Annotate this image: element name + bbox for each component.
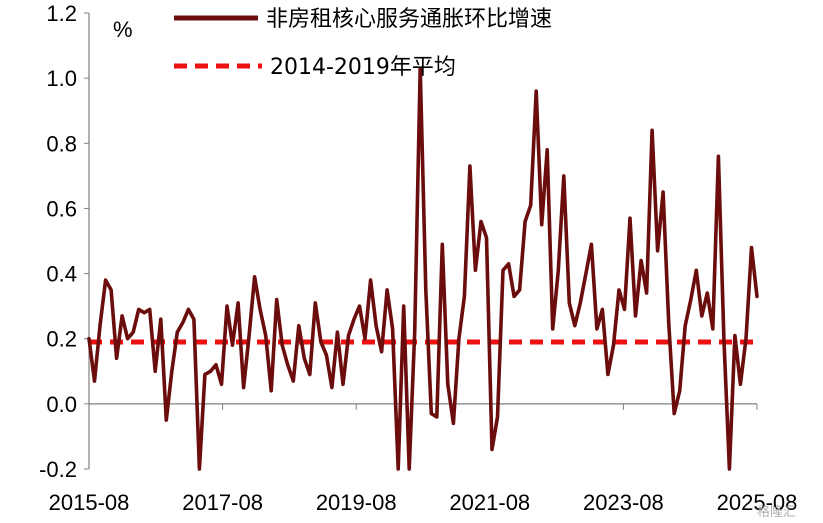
y-tick-label: -0.2 <box>39 457 77 482</box>
series-core-services-line <box>87 66 759 471</box>
y-tick-label: 0.2 <box>46 327 77 352</box>
y-tick-label: 0.4 <box>46 262 77 287</box>
y-axis: 1.2 1.0 0.8 0.6 0.4 0.2 0.0 -0.2 <box>39 1 90 482</box>
y-tick-label: 1.2 <box>46 1 77 26</box>
unit-label: % <box>113 17 133 42</box>
legend: 非房租核心服务通胀环比增速 2014-2019年平均 <box>174 7 552 80</box>
x-tick-label: 2015-08 <box>49 490 130 515</box>
x-tick-label: 2023-08 <box>583 490 664 515</box>
legend-label-core-services: 非房租核心服务通胀环比增速 <box>266 7 552 32</box>
x-tick-label: 2019-08 <box>316 490 397 515</box>
y-tick-label: 0.0 <box>46 392 77 417</box>
x-tick-label: 2021-08 <box>449 490 530 515</box>
x-axis: 2015-08 2017-08 2019-08 2021-08 2023-08 2025-… <box>49 403 798 515</box>
x-tick-label: 2017-08 <box>182 490 263 515</box>
y-tick-label: 1.0 <box>46 66 77 91</box>
y-tick-label: 0.6 <box>46 196 77 221</box>
watermark: 格隆汇 <box>757 504 796 520</box>
legend-label-average: 2014-2019年平均 <box>270 55 456 80</box>
x-tick-label: 2025-08 <box>717 490 798 515</box>
y-tick-label: 0.8 <box>46 131 77 156</box>
series-layer <box>87 66 759 471</box>
